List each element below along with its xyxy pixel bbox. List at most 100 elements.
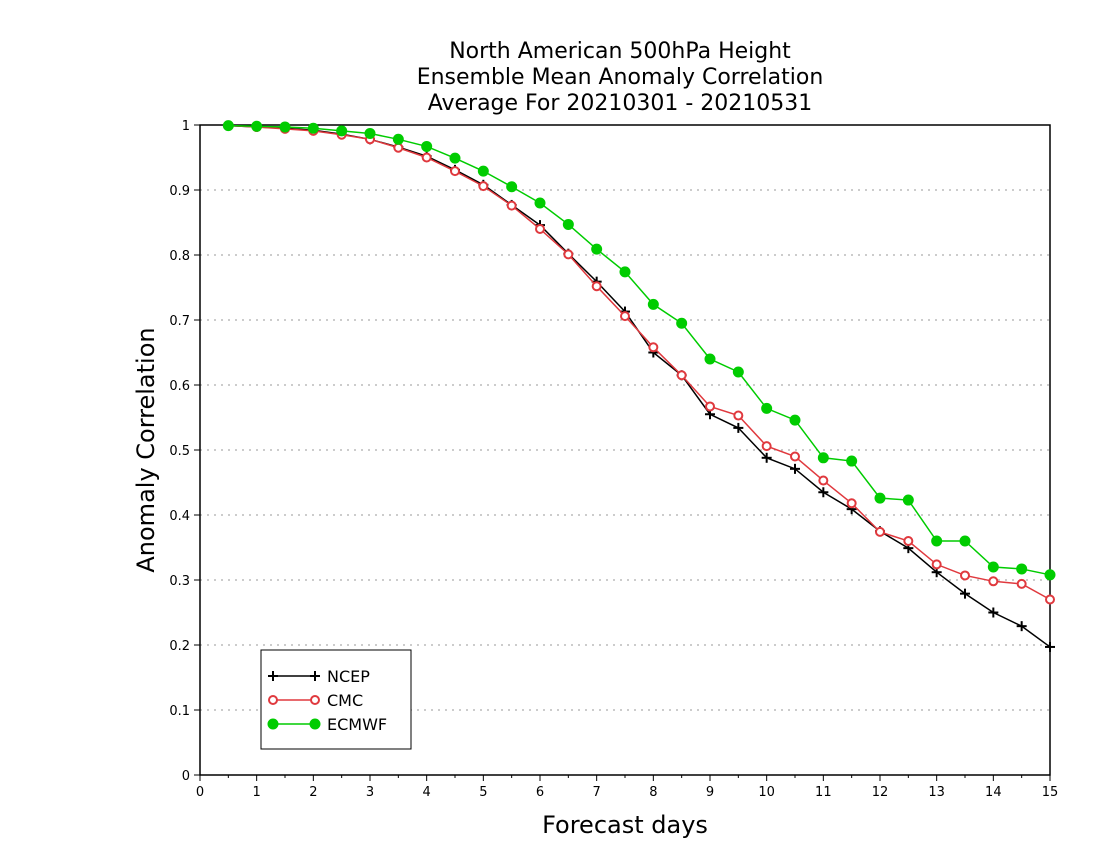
x-tick-label: 15 (1042, 785, 1059, 800)
legend-label: CMC (327, 691, 363, 710)
data-point-ecmwf (902, 494, 914, 506)
y-tick-label: 0.1 (169, 704, 190, 719)
y-tick-label: 0.7 (169, 314, 190, 329)
x-tick-label: 2 (309, 785, 317, 800)
y-tick-label: 0.2 (169, 639, 190, 654)
legend-item-cmc: CMC (268, 691, 363, 710)
data-point-ncep (790, 463, 800, 474)
y-tick-label: 0.3 (169, 574, 190, 589)
data-point-ecmwf (307, 122, 319, 134)
chart-title-line-2: Ensemble Mean Anomaly Correlation (417, 65, 824, 90)
data-point-ecmwf (704, 353, 716, 365)
chart-title-line-1: North American 500hPa Height (449, 39, 791, 64)
x-tick-label: 1 (253, 785, 261, 800)
data-point-cmc (761, 441, 772, 452)
legend-marker (310, 671, 320, 681)
data-point-cmc (620, 311, 630, 322)
data-point-cmc (705, 401, 715, 412)
x-tick-label: 4 (423, 785, 431, 800)
data-point-cmc (846, 498, 857, 509)
data-point-ecmwf (761, 402, 773, 414)
data-point-cmc (960, 570, 970, 581)
data-point-ecmwf (477, 165, 489, 177)
data-point-ncep (761, 452, 772, 463)
data-point-cmc (875, 526, 885, 537)
series-line-ncep (228, 124, 1051, 648)
x-tick-label: 5 (479, 785, 487, 800)
data-point-ecmwf (421, 140, 433, 152)
x-tick-label: 12 (872, 785, 889, 800)
data-point-ecmwf (591, 243, 603, 255)
y-tick-label: 0 (182, 769, 190, 784)
data-point-cmc (478, 181, 489, 192)
data-point-ncep (733, 422, 744, 433)
data-point-ecmwf (789, 414, 801, 426)
data-point-ecmwf (562, 218, 574, 230)
data-point-ecmwf (1016, 563, 1028, 575)
data-point-ecmwf (392, 133, 404, 145)
data-point-cmc (988, 576, 999, 587)
x-tick-label: 3 (366, 785, 374, 800)
data-point-ecmwf (534, 197, 546, 209)
data-point-cmc (931, 559, 942, 570)
y-tick-label: 0.4 (169, 509, 190, 524)
legend-marker (268, 671, 278, 681)
data-point-cmc (591, 281, 602, 292)
y-tick-label: 0.6 (169, 379, 190, 394)
legend-marker (310, 695, 320, 705)
y-tick-label: 1 (182, 119, 190, 134)
chart-title-line-3: Average For 20210301 - 20210531 (428, 91, 813, 116)
data-point-ecmwf (449, 152, 461, 164)
data-point-ecmwf (619, 266, 631, 278)
data-point-cmc (506, 200, 517, 211)
data-point-cmc (450, 166, 460, 177)
data-point-ecmwf (364, 127, 376, 139)
axes: 00.10.20.30.40.50.60.70.80.910 1 2 3 4 5 6 7 8 9 1… (169, 119, 1058, 800)
legend-label: ECMWF (327, 715, 387, 734)
data-point-ncep (1016, 621, 1027, 632)
legend-item-ecmwf: ECMWF (267, 715, 387, 734)
x-tick-label: 6 (536, 785, 544, 800)
data-point-cmc (1045, 594, 1055, 605)
data-point-cmc (1016, 578, 1027, 589)
data-point-ecmwf (846, 455, 858, 467)
data-point-ecmwf (959, 535, 971, 547)
x-tick-label: 13 (928, 785, 945, 800)
y-tick-label: 0.5 (169, 444, 190, 459)
data-point-ncep (1045, 641, 1055, 652)
data-point-cmc (393, 142, 404, 153)
data-point-ncep (988, 607, 999, 618)
data-point-ecmwf (676, 317, 688, 329)
data-point-cmc (421, 152, 432, 163)
data-point-cmc (535, 224, 545, 234)
data-point-ecmwf (732, 366, 744, 378)
data-point-ncep (960, 588, 970, 599)
data-point-cmc (790, 451, 800, 462)
data-point-ncep (818, 487, 829, 498)
legend: NCEP CMC ECMWF (260, 649, 412, 750)
data-point-cmc (676, 370, 687, 381)
data-point-ecmwf (1044, 569, 1056, 581)
x-tick-label: 8 (649, 785, 657, 800)
data-point-cmc (563, 249, 574, 260)
data-point-ecmwf (647, 298, 659, 310)
legend-marker (268, 695, 278, 705)
data-point-ecmwf (251, 120, 263, 132)
data-point-ecmwf (987, 561, 999, 573)
data-point-ecmwf (874, 492, 886, 504)
y-axis-title: Anomaly Correlation (132, 327, 160, 572)
legend-label: NCEP (327, 667, 370, 686)
data-point-ecmwf (506, 181, 518, 193)
x-tick-label: 7 (593, 785, 601, 800)
series-ncep (223, 120, 1055, 652)
x-tick-label: 14 (985, 785, 1002, 800)
x-tick-label: 10 (758, 785, 775, 800)
series-ecmwf (222, 120, 1056, 581)
series-group (222, 120, 1056, 652)
y-tick-label: 0.8 (169, 249, 190, 264)
series-line-cmc (228, 124, 1051, 601)
data-point-cmc (903, 536, 914, 546)
data-point-cmc (818, 475, 829, 486)
